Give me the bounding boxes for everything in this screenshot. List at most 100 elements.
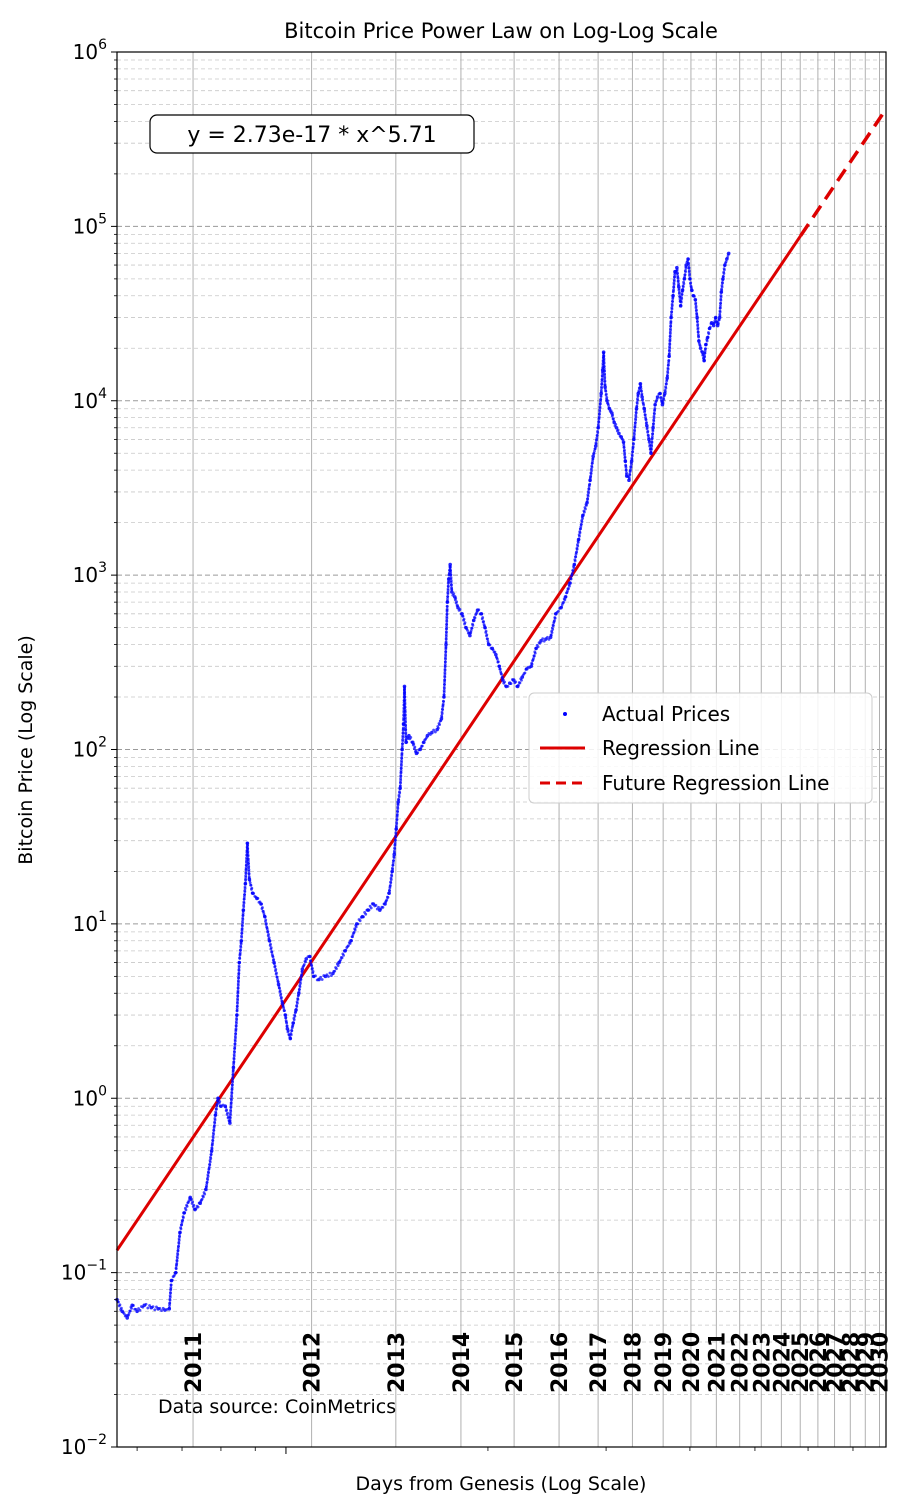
price-point (719, 304, 722, 308)
price-point (607, 403, 610, 407)
price-point (666, 363, 670, 367)
price-point (684, 266, 688, 270)
price-point (295, 1001, 299, 1005)
price-point (696, 320, 699, 323)
price-point (160, 1309, 163, 1312)
price-point (575, 550, 578, 554)
price-point (246, 853, 250, 857)
price-point (184, 1208, 188, 1212)
legend-label-future: Future Regression Line (602, 771, 829, 795)
price-point (469, 629, 473, 633)
price-point (651, 429, 655, 433)
price-point (229, 1113, 232, 1117)
price-point (208, 1160, 212, 1164)
price-point (678, 291, 681, 294)
y-tick-base: 10 (73, 563, 98, 587)
price-point (599, 395, 603, 399)
price-point (404, 738, 408, 742)
price-point (399, 778, 403, 782)
price-point (599, 397, 603, 401)
price-point (445, 631, 448, 635)
price-point (235, 1021, 238, 1025)
legend-label-actual: Actual Prices (602, 702, 730, 726)
price-point (634, 418, 638, 422)
price-point (670, 312, 673, 316)
price-point (236, 989, 240, 993)
year-label: 2016 (548, 1332, 573, 1393)
price-point (294, 1007, 298, 1011)
price-point (577, 537, 581, 541)
y-tick-exponent: 2 (98, 735, 107, 751)
price-point (658, 392, 662, 396)
price-point (336, 964, 340, 968)
price-point (240, 924, 244, 928)
price-point (682, 282, 686, 286)
price-point (598, 406, 602, 410)
price-point (209, 1157, 213, 1160)
price-point (595, 436, 599, 440)
price-point (237, 969, 241, 972)
price-point (399, 781, 402, 785)
price-point (688, 272, 692, 276)
price-point (266, 930, 270, 933)
price-point (280, 1001, 285, 1006)
price-point (230, 1095, 234, 1099)
price-point (229, 1109, 233, 1113)
price-point (413, 745, 417, 749)
price-point (600, 377, 604, 381)
price-point (402, 684, 407, 689)
price-point (271, 955, 275, 959)
price-point (396, 810, 399, 814)
price-point (236, 984, 240, 987)
price-point (695, 317, 699, 321)
price-point (252, 892, 256, 895)
price-point (675, 267, 679, 271)
price-point (231, 1077, 235, 1081)
price-point (177, 1242, 181, 1245)
price-point (655, 395, 660, 399)
price-point (243, 890, 247, 894)
price-point (247, 872, 251, 875)
price-point (557, 609, 560, 613)
price-point (444, 634, 448, 638)
price-point (446, 585, 450, 588)
price-point (237, 976, 241, 980)
price-point (666, 371, 670, 375)
price-point (403, 698, 407, 702)
price-point (443, 660, 447, 664)
year-label: 2023 (750, 1332, 775, 1393)
price-point (707, 332, 711, 336)
price-point (686, 258, 690, 261)
y-tick-base: 10 (61, 1435, 86, 1459)
price-point (441, 702, 445, 706)
price-point (650, 434, 654, 438)
price-point (580, 523, 583, 526)
price-point (486, 637, 489, 641)
year-label: 2011 (182, 1332, 207, 1393)
price-point (635, 402, 639, 405)
price-point (509, 682, 513, 685)
price-point (168, 1301, 172, 1305)
price-point (241, 912, 245, 915)
price-point (211, 1141, 214, 1145)
price-point (672, 285, 676, 289)
price-point (594, 442, 598, 446)
price-point (295, 1005, 299, 1008)
price-point (628, 473, 632, 477)
price-point (443, 672, 447, 676)
price-point (646, 429, 650, 433)
price-point (718, 306, 722, 310)
price-point (135, 1309, 139, 1314)
price-point (393, 847, 397, 851)
price-point (677, 282, 681, 286)
price-point (696, 330, 700, 334)
price-point (576, 540, 580, 544)
price-point (721, 277, 725, 281)
price-point (443, 668, 447, 672)
price-point (603, 379, 607, 383)
price-point (687, 264, 691, 267)
price-point (212, 1129, 216, 1132)
y-tick-label: 105 (73, 211, 107, 238)
price-point (181, 1218, 185, 1222)
price-point (591, 454, 595, 459)
